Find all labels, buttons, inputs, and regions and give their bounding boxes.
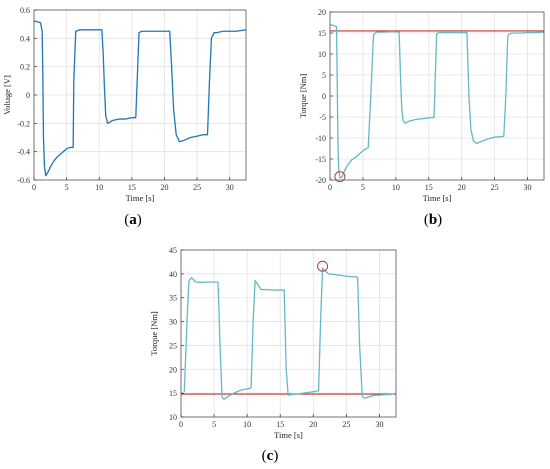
x-tick-label: 15 [276,420,284,429]
x-tick-label: 25 [193,183,201,192]
y-tick-label: 35 [169,294,177,303]
y-tick-label: 25 [169,341,177,350]
y-tick-label: -0.2 [17,119,30,128]
chart-panel-c: 0 5 10 15 20 25 30 10 15 20 25 30 35 40 45 Time [s] Torq… [140,240,410,450]
y-tick-label: 20 [169,365,177,374]
torque-chart-b: 0 5 10 15 20 25 30 -20 -15 -10 -5 0 5 10 15 20 Time [s] T… [298,8,545,203]
y-tick-label: -5 [319,113,326,122]
y-tick-label: -10 [315,134,326,143]
x-tick-label: 5 [65,183,69,192]
x-tick-label: 20 [309,420,317,429]
chart-panel-b: 0 5 10 15 20 25 30 -20 -15 -10 -5 0 5 10 15 20 Time [s] T… [280,0,550,215]
series-line [329,23,545,179]
y-tick-label: 15 [169,389,177,398]
y-axis-label: Torque [Nm] [149,311,159,356]
x-tick-label: 20 [160,183,168,192]
x-tick-label: 30 [375,420,383,429]
y-tick-label: 0 [26,91,30,100]
y-tick-label: 0.4 [20,34,30,43]
torque-chart-c: 0 5 10 15 20 25 30 10 15 20 25 30 35 40 45 Time [s] Torq… [149,246,397,440]
x-tick-label: 25 [342,420,350,429]
caption-c: (c) [261,448,279,464]
caption-a: (a) [124,212,142,228]
highlight-marker [317,260,329,272]
x-axis-label: Time [s] [423,193,452,203]
y-tick-label: 0.2 [20,63,30,72]
voltage-chart: 0 5 10 15 20 25 30 -0.6 -0.4 -0.2 0 0.2 0.4 0.6 Time [… [2,6,247,203]
x-tick-label: 10 [95,183,103,192]
series-line [34,20,247,177]
x-axis-label: Time [s] [274,430,303,440]
x-axis-label: Time [s] [126,193,155,203]
y-axis-label: Torque [Nm] [298,74,308,119]
y-tick-label: -0.6 [17,176,30,185]
x-tick-label: 30 [226,183,234,192]
x-tick-label: 30 [524,183,532,192]
y-tick-label: -20 [315,176,326,185]
y-tick-label: 5 [322,71,326,80]
x-tick-label: 10 [243,420,251,429]
chart-panel-a: 0 5 10 15 20 25 30 -0.6 -0.4 -0.2 0 0.2 0.4 0.6 Time [… [0,0,250,215]
y-tick-label: 10 [318,50,326,59]
y-tick-label: 40 [169,270,177,279]
x-tick-label: 25 [491,183,499,192]
x-tick-label: 15 [425,183,433,192]
caption-b: (b) [423,212,443,228]
y-tick-label: 20 [318,8,326,17]
plot-frame [180,249,397,418]
y-tick-label: 0.6 [20,6,30,15]
y-tick-label: -0.4 [17,148,30,157]
x-tick-label: 15 [128,183,136,192]
y-tick-label: 30 [169,318,177,327]
x-tick-label: 0 [179,420,183,429]
y-tick-label: -15 [315,155,326,164]
highlight-marker [334,171,346,183]
y-tick-label: 10 [169,413,177,422]
x-tick-label: 0 [328,183,332,192]
y-axis-label: Voltage [V] [2,75,12,115]
plot-area [181,250,396,417]
x-tick-label: 5 [212,420,216,429]
y-tick-label: 0 [322,92,326,101]
series-line [183,267,395,401]
x-tick-label: 0 [32,183,36,192]
x-tick-label: 5 [361,183,365,192]
x-tick-label: 20 [458,183,466,192]
y-tick-label: 15 [318,29,326,38]
y-tick-label: 45 [169,246,177,255]
x-tick-label: 10 [392,183,400,192]
